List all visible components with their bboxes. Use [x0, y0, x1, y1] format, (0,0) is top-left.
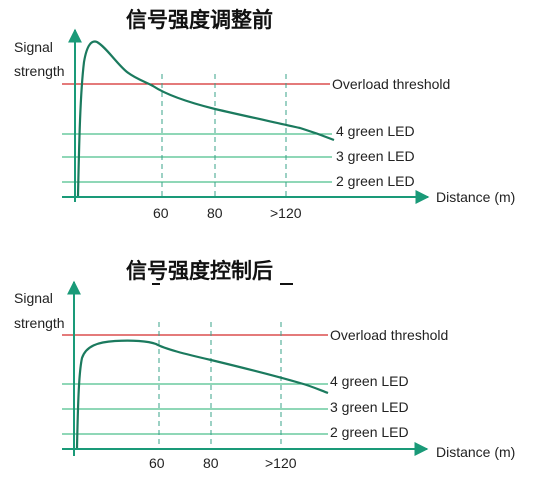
overload-threshold-label: Overload threshold: [332, 76, 450, 92]
tick-label-60: 60: [149, 455, 165, 471]
led4-label: 4 green LED: [330, 373, 409, 389]
tick-label-80: 80: [207, 205, 223, 221]
led2-label: 2 green LED: [330, 424, 409, 440]
tick-label-60: 60: [153, 205, 169, 221]
tick-label-120: >120: [270, 205, 302, 221]
led3-label: 3 green LED: [336, 148, 415, 164]
y-axis-label-line2: strength: [14, 63, 65, 79]
led2-label: 2 green LED: [336, 173, 415, 189]
signal-curve: [75, 339, 329, 449]
led4-label: 4 green LED: [336, 123, 415, 139]
diagram-title: 信号强度调整前: [126, 8, 273, 32]
tick-label-80: 80: [203, 455, 219, 471]
diagram-before: 信号强度调整前 Signal strength Overload thresho…: [14, 8, 515, 221]
diagram-after: 信号强度控制后 Signal strength Overload thresho…: [14, 259, 515, 471]
y-axis-label-line2: strength: [14, 315, 65, 331]
x-axis-label: Distance (m): [436, 444, 515, 460]
led3-label: 3 green LED: [330, 399, 409, 415]
signal-curve: [76, 40, 335, 197]
x-axis-label: Distance (m): [436, 189, 515, 205]
overload-threshold-label: Overload threshold: [330, 327, 448, 343]
y-axis-label-line1: Signal: [14, 39, 53, 55]
tick-label-120: >120: [265, 455, 297, 471]
y-axis-label-line1: Signal: [14, 290, 53, 306]
diagram-title: 信号强度控制后: [126, 259, 273, 283]
